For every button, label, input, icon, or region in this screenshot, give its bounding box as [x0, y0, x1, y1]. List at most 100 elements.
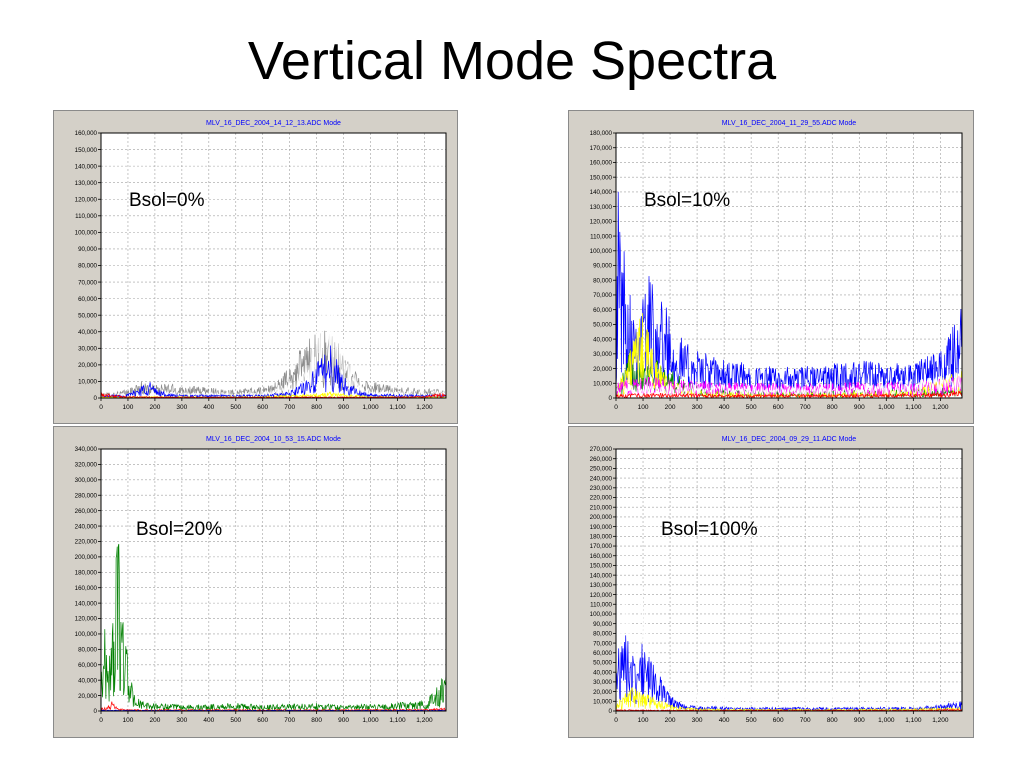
x-tick-label: 100 — [123, 717, 134, 724]
x-tick-label: 400 — [203, 717, 214, 724]
x-tick-label: 0 — [614, 404, 618, 411]
x-tick-label: 100 — [638, 404, 649, 411]
x-tick-label: 100 — [638, 717, 649, 724]
y-tick-label: 30,000 — [593, 351, 612, 358]
y-tick-label: 0 — [94, 708, 98, 715]
y-tick-label: 20,000 — [78, 362, 97, 369]
x-tick-label: 900 — [854, 404, 865, 411]
y-tick-label: 40,000 — [593, 336, 612, 343]
y-tick-label: 130,000 — [75, 180, 98, 187]
y-tick-label: 40,000 — [78, 329, 97, 336]
y-tick-label: 40,000 — [593, 669, 612, 676]
y-tick-label: 100,000 — [590, 611, 613, 618]
x-tick-label: 0 — [614, 717, 618, 724]
x-tick-label: 300 — [176, 717, 187, 724]
y-tick-label: 160,000 — [590, 553, 613, 560]
x-tick-label: 1,000 — [362, 717, 379, 724]
y-tick-label: 70,000 — [593, 292, 612, 299]
x-tick-label: 1,200 — [932, 404, 949, 411]
y-tick-label: 200,000 — [590, 514, 613, 521]
y-tick-label: 170,000 — [590, 543, 613, 550]
y-tick-label: 140,000 — [590, 189, 613, 196]
x-tick-label: 400 — [203, 404, 214, 411]
chart-bsol-0: MLV_16_DEC_2004_14_12_13.ADC Mode 0 10,000… — [75, 120, 447, 411]
y-tick-label: 140,000 — [75, 163, 98, 170]
chart-title: MLV_16_DEC_2004_11_29_55.ADC Mode — [722, 120, 856, 127]
y-tick-label: 10,000 — [593, 380, 612, 387]
chart-bsol-20: MLV_16_DEC_2004_10_53_15.ADC Mode 0 20,000… — [75, 436, 447, 724]
chart-title: MLV_16_DEC_2004_09_29_11.ADC Mode — [722, 436, 856, 443]
x-tick-label: 700 — [284, 717, 295, 724]
y-tick-label: 200,000 — [75, 554, 98, 561]
y-tick-label: 0 — [94, 395, 98, 402]
x-tick-label: 200 — [665, 717, 676, 724]
y-tick-label: 180,000 — [590, 130, 613, 137]
y-tick-label: 30,000 — [78, 346, 97, 353]
y-tick-label: 160,000 — [590, 160, 613, 167]
series-line-white — [616, 372, 962, 398]
y-tick-label: 90,000 — [593, 621, 612, 628]
x-tick-label: 1,000 — [878, 717, 895, 724]
x-tick-label: 1,000 — [878, 404, 895, 411]
y-tick-label: 110,000 — [590, 601, 612, 608]
y-tick-label: 270,000 — [590, 446, 613, 453]
y-tick-label: 230,000 — [590, 485, 613, 492]
y-tick-label: 70,000 — [78, 279, 97, 286]
y-tick-label: 50,000 — [78, 312, 97, 319]
y-tick-label: 100,000 — [590, 248, 613, 255]
x-tick-label: 500 — [746, 717, 757, 724]
x-tick-label: 800 — [827, 404, 838, 411]
x-tick-label: 600 — [257, 717, 268, 724]
y-tick-label: 220,000 — [75, 539, 98, 546]
y-tick-label: 190,000 — [590, 524, 613, 531]
bsol-annotation: Bsol=20% — [136, 519, 222, 540]
x-tick-label: 1,000 — [362, 404, 379, 411]
series-line-white — [616, 568, 962, 710]
y-tick-label: 90,000 — [593, 263, 612, 270]
x-tick-label: 500 — [746, 404, 757, 411]
x-tick-label: 300 — [692, 404, 703, 411]
y-tick-label: 300,000 — [75, 477, 98, 484]
y-tick-label: 140,000 — [590, 572, 613, 579]
plot-border — [615, 448, 963, 712]
x-tick-label: 1,200 — [932, 717, 949, 724]
y-tick-label: 240,000 — [75, 523, 98, 530]
x-tick-label: 0 — [99, 404, 103, 411]
y-tick-label: 80,000 — [78, 263, 97, 270]
chart-panel-bsol-20: MLV_16_DEC_2004_10_53_15.ADC Mode 0 20,000… — [53, 426, 458, 738]
y-tick-label: 60,000 — [593, 307, 612, 314]
bsol-annotation: Bsol=100% — [661, 519, 758, 540]
y-tick-label: 180,000 — [75, 569, 98, 576]
y-tick-label: 20,000 — [593, 366, 612, 373]
y-tick-label: 30,000 — [593, 679, 612, 686]
chart-panel-bsol-10: MLV_16_DEC_2004_11_29_55.ADC Mode 0 10,000… — [568, 110, 974, 424]
y-tick-label: 160,000 — [75, 130, 98, 137]
y-tick-label: 260,000 — [590, 456, 613, 463]
y-tick-label: 80,000 — [593, 277, 612, 284]
x-tick-label: 900 — [338, 404, 349, 411]
x-tick-label: 700 — [800, 717, 811, 724]
x-tick-label: 600 — [773, 404, 784, 411]
x-tick-label: 1,100 — [905, 717, 922, 724]
x-tick-label: 200 — [149, 404, 160, 411]
y-tick-label: 100,000 — [75, 230, 98, 237]
y-tick-label: 150,000 — [590, 563, 613, 570]
x-tick-label: 700 — [800, 404, 811, 411]
y-tick-label: 250,000 — [590, 466, 613, 473]
x-tick-label: 1,100 — [905, 404, 922, 411]
x-tick-label: 200 — [665, 404, 676, 411]
y-tick-label: 120,000 — [75, 196, 98, 203]
y-tick-label: 60,000 — [593, 650, 612, 657]
x-tick-label: 0 — [99, 717, 103, 724]
y-tick-label: 70,000 — [593, 640, 612, 647]
y-tick-label: 0 — [609, 708, 613, 715]
x-tick-label: 800 — [311, 404, 322, 411]
y-tick-label: 10,000 — [78, 379, 97, 386]
series-line-white — [101, 233, 446, 398]
y-tick-label: 340,000 — [75, 446, 98, 453]
x-tick-label: 700 — [284, 404, 295, 411]
y-tick-label: 60,000 — [78, 662, 97, 669]
series-line-green — [101, 543, 446, 711]
y-tick-label: 120,000 — [590, 219, 613, 226]
x-tick-label: 1,200 — [416, 404, 433, 411]
